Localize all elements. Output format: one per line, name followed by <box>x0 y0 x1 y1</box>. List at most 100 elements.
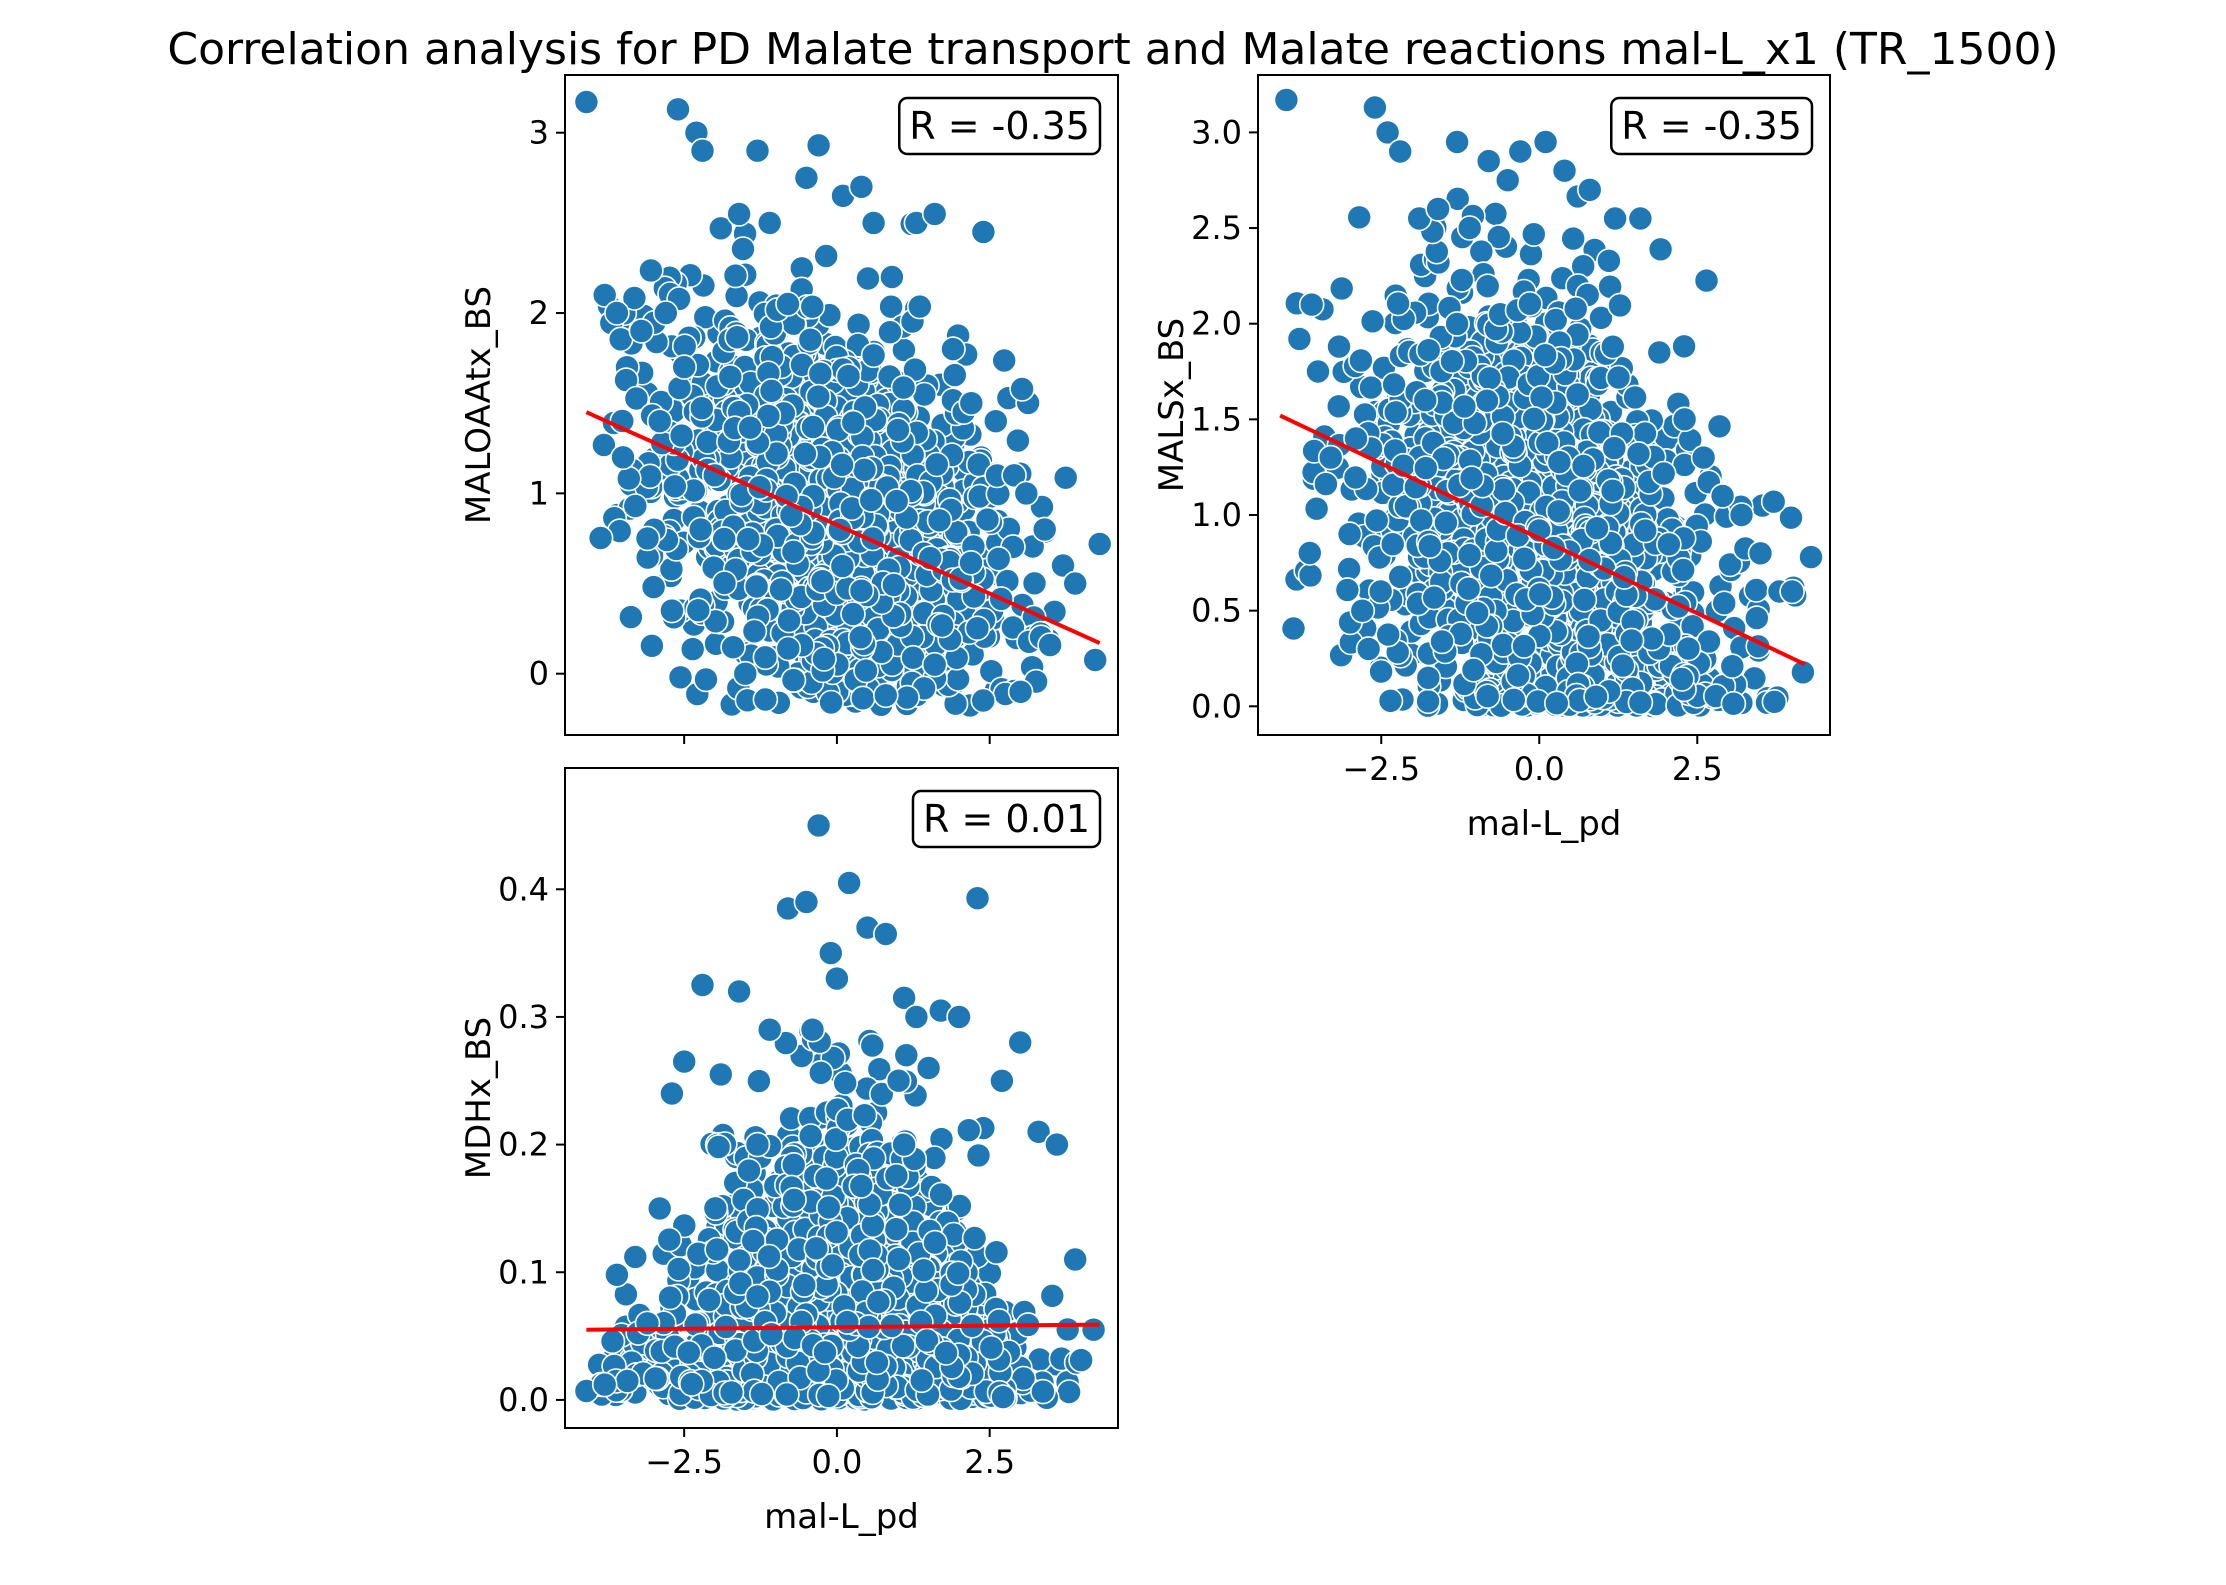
annotation-box <box>898 96 1102 156</box>
scatter-point <box>1570 453 1597 479</box>
scatter-point <box>958 390 985 417</box>
scatter-point <box>1511 545 1538 572</box>
scatter-point <box>1505 662 1531 689</box>
scatter-point <box>855 265 881 292</box>
scatter-point <box>879 264 905 290</box>
scatter-point <box>1675 635 1702 662</box>
scatter-point <box>1001 462 1027 489</box>
scatter-point <box>883 1216 910 1242</box>
scatter-point <box>1693 267 1720 294</box>
scatter-point <box>902 356 928 383</box>
scatter-point <box>1560 225 1586 252</box>
scatter-point <box>1607 292 1633 319</box>
scatter-point <box>851 1102 878 1128</box>
scatter-point <box>829 553 856 579</box>
scatter-point <box>667 664 694 691</box>
scatter-point <box>1583 683 1609 710</box>
point-cloud <box>1280 183 1816 720</box>
scatter-point <box>1601 435 1628 461</box>
scatter-point <box>701 1345 728 1371</box>
scatter-point <box>851 456 878 483</box>
x-tick-label: 2.5 <box>964 1443 1015 1481</box>
scatter-point <box>1532 129 1559 155</box>
scatter-point <box>622 493 649 519</box>
panel-maloaatx: 0 1 2 3 MALOAAtx_BS R = -0.35 <box>459 74 1119 744</box>
scatter-point <box>891 984 917 1011</box>
scatter-point <box>1625 440 1652 467</box>
scatter-point <box>970 219 997 245</box>
scatter-point <box>730 236 756 262</box>
scatter-point <box>587 525 614 551</box>
scatter-point <box>748 1381 775 1407</box>
scatter-point <box>735 526 762 552</box>
scatter-point <box>722 262 749 289</box>
scatter-point <box>1545 498 1572 525</box>
scatter-point <box>1303 495 1330 522</box>
scatter-point <box>1790 659 1816 686</box>
fit-line <box>585 410 1101 645</box>
scatter-point <box>1408 507 1435 534</box>
scatter-point <box>1650 460 1677 487</box>
y-tick-label: 0 <box>529 655 549 693</box>
scatter-point <box>921 651 948 678</box>
scatter-point <box>1671 406 1698 433</box>
scatter-point <box>591 282 618 308</box>
scatter-point <box>1387 563 1413 590</box>
scatter-point <box>1417 533 1443 560</box>
scatter-point <box>1527 581 1553 608</box>
scatter-point <box>813 1165 840 1192</box>
scatter-point <box>811 646 837 672</box>
scatter-point <box>1273 87 1300 113</box>
y-axis-label: MDHx_BS <box>459 1017 499 1180</box>
x-tick-label: 0.0 <box>1514 750 1565 788</box>
point-cloud <box>586 1018 1094 1413</box>
scatter-point <box>1412 387 1439 414</box>
scatter-point <box>776 607 802 634</box>
scatter-point <box>900 644 926 671</box>
scatter-point <box>848 577 875 604</box>
scatter-point <box>1458 465 1485 491</box>
scatter-point <box>573 89 600 115</box>
scatter-point <box>756 1016 783 1043</box>
scatter-point <box>639 632 665 659</box>
scatter-point <box>1348 347 1374 374</box>
scatter-point <box>1062 570 1088 597</box>
scatter-point <box>1551 157 1578 184</box>
scatter-point <box>717 363 744 390</box>
scatter-point <box>1567 477 1593 504</box>
correlation-annotation: R = -0.35 <box>1610 96 1814 156</box>
scatter-point <box>835 363 862 389</box>
scatter-point <box>744 1283 771 1310</box>
y-tick-label: 0.3 <box>498 998 549 1036</box>
scatter-point <box>604 300 630 326</box>
scatter-point <box>1286 326 1313 352</box>
scatter-point <box>1349 597 1376 624</box>
scatter-point <box>877 319 903 346</box>
scatter-point <box>1355 636 1382 662</box>
scatter-point <box>758 377 785 404</box>
scatter-point <box>1305 358 1331 385</box>
scatter-point <box>1342 464 1369 491</box>
scatter-point <box>848 1173 875 1199</box>
scatter-point <box>1720 690 1747 717</box>
scatter-point <box>891 1131 917 1158</box>
scatter-point <box>813 243 840 269</box>
scatter-point <box>705 1134 732 1160</box>
scatter-point <box>1501 686 1527 713</box>
scatter-point <box>866 1056 893 1082</box>
scatter-point <box>678 1371 705 1397</box>
scatter-point <box>824 965 850 992</box>
y-tick-label: 2.5 <box>1191 209 1242 247</box>
scatter-point <box>933 1340 959 1366</box>
scatter-point <box>1456 542 1483 568</box>
scatter-point <box>793 165 820 191</box>
scatter-point <box>1031 516 1058 543</box>
scatter-point <box>1413 455 1439 481</box>
scatter-point <box>1507 138 1534 165</box>
scatter-point <box>591 1371 618 1398</box>
scatter-point <box>1778 504 1804 531</box>
scatter-point <box>1368 658 1394 685</box>
y-tick-label: 1.5 <box>1191 400 1242 438</box>
scatter-point <box>1326 333 1352 360</box>
